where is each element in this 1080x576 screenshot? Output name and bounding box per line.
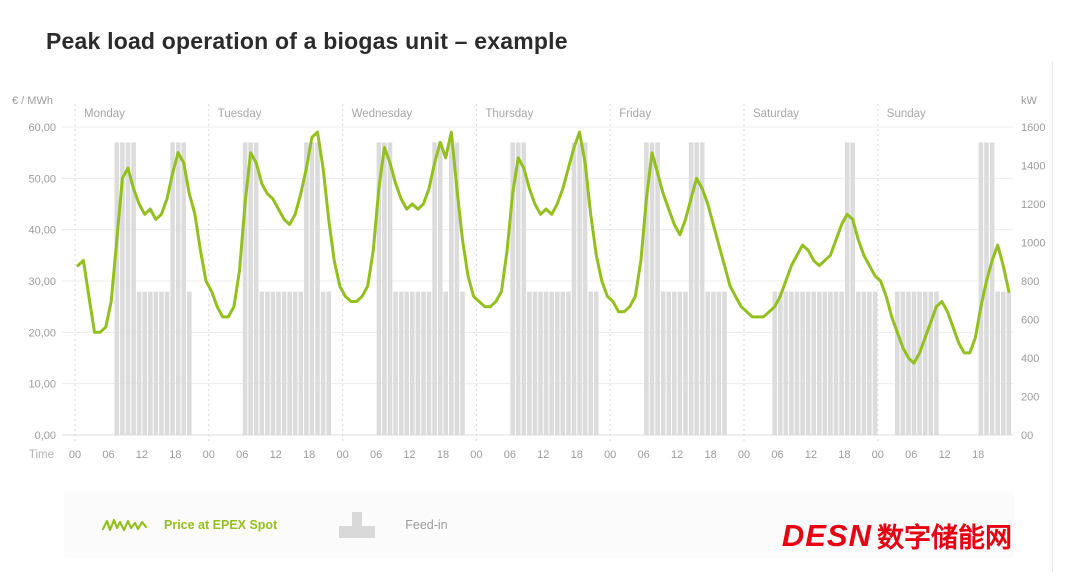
right-axis-title: kW — [1021, 95, 1038, 107]
hour-tick: 18 — [437, 449, 449, 461]
price-line-icon — [102, 518, 148, 532]
hour-tick: 00 — [604, 449, 616, 461]
right-edge-divider — [1052, 62, 1053, 572]
hour-tick: 18 — [303, 449, 315, 461]
hour-tick: 00 — [470, 449, 482, 461]
watermark-logo: DESN 数字储能网 — [782, 516, 1012, 555]
hour-tick: 00 — [203, 449, 215, 461]
right-axis-tick: 1200 — [1021, 199, 1045, 211]
hour-tick: 00 — [872, 449, 884, 461]
day-separator-lines — [74, 104, 879, 444]
legend-price-label: Price at EPEX Spot — [164, 518, 278, 532]
left-axis-tick: 40,00 — [28, 225, 56, 237]
hour-tick: 18 — [704, 449, 716, 461]
hour-tick: 06 — [504, 449, 516, 461]
left-axis-tick: 10,00 — [28, 379, 56, 391]
right-axis-tick: 1000 — [1021, 238, 1045, 250]
hour-tick: 18 — [972, 449, 984, 461]
day-label: Monday — [84, 108, 125, 120]
hour-tick: 06 — [771, 449, 783, 461]
day-label: Saturday — [753, 108, 799, 120]
hour-tick: 12 — [805, 449, 817, 461]
day-label: Wednesday — [352, 108, 413, 120]
feed-in-bar-icon — [339, 512, 376, 538]
right-axis-tick: 1400 — [1021, 161, 1045, 173]
hour-tick: 12 — [403, 449, 415, 461]
hour-tick: 12 — [671, 449, 683, 461]
hour-tick: 06 — [905, 449, 917, 461]
day-label: Tuesday — [218, 108, 262, 120]
feed-in-bars — [114, 142, 1012, 435]
legend: Price at EPEX Spot Feed-in — [64, 492, 1014, 558]
day-label: Friday — [619, 108, 651, 120]
price-line — [76, 130, 1011, 365]
hour-tick: 12 — [537, 449, 549, 461]
left-axis-tick: 20,00 — [28, 327, 56, 339]
day-label: Sunday — [887, 108, 926, 120]
left-axis-tick: 60,00 — [28, 122, 56, 134]
right-axis-tick: 200 — [1021, 392, 1039, 404]
watermark-latin: DESN — [781, 517, 872, 553]
right-axis-tick: 600 — [1021, 315, 1039, 327]
hour-tick: 18 — [571, 449, 583, 461]
right-axis-tick: 00 — [1021, 430, 1033, 442]
hour-tick: 06 — [236, 449, 248, 461]
hour-tick: 18 — [838, 449, 850, 461]
left-axis-tick: 30,00 — [28, 276, 56, 288]
hour-tick: 06 — [638, 449, 650, 461]
day-label: Thursday — [485, 108, 533, 120]
hour-tick: 06 — [370, 449, 382, 461]
hour-tick: 06 — [102, 449, 114, 461]
hour-tick: 12 — [270, 449, 282, 461]
hour-tick: 12 — [136, 449, 148, 461]
left-axis-tick: 0,00 — [35, 430, 56, 442]
legend-feedin-label: Feed-in — [405, 518, 448, 532]
legend-item-price: Price at EPEX Spot — [102, 516, 277, 534]
combo-chart: 60,00 50,00 40,00 30,00 20,00 10,00 0,00 1600 14… — [12, 95, 1045, 461]
right-axis-tick: 400 — [1021, 353, 1039, 365]
hour-tick: 00 — [336, 449, 348, 461]
right-axis-tick: 800 — [1021, 276, 1039, 288]
left-axis-title: € / MWh — [12, 95, 53, 107]
hour-tick: 12 — [939, 449, 951, 461]
hour-tick: 00 — [69, 449, 81, 461]
axis-labels: 60,00 50,00 40,00 30,00 20,00 10,00 0,00 1600 14… — [12, 95, 1045, 461]
hour-tick: 00 — [738, 449, 750, 461]
hour-tick: 18 — [169, 449, 181, 461]
page-title: Peak load operation of a biogas unit – e… — [46, 28, 568, 54]
right-axis-tick: 1600 — [1021, 122, 1045, 134]
left-axis-tick: 50,00 — [28, 173, 56, 185]
watermark-cjk: 数字储能网 — [877, 523, 1012, 553]
time-axis-label: Time — [29, 449, 54, 461]
legend-item-feedin: Feed-in — [339, 512, 448, 538]
